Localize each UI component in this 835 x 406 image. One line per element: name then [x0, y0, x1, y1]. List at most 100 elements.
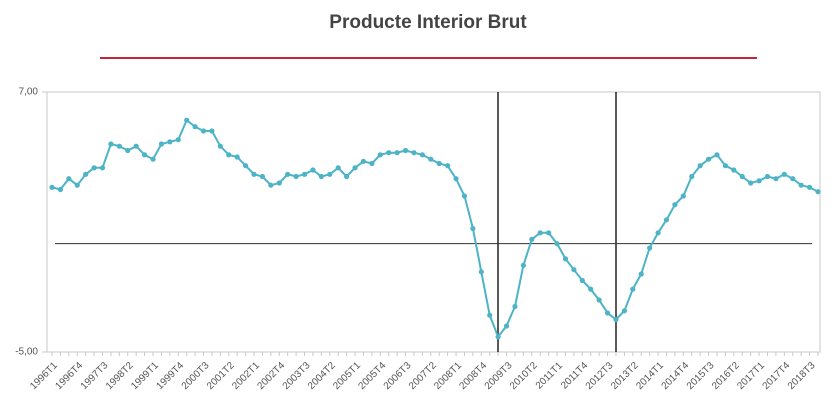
point: [562, 256, 569, 262]
plot-frame: [46, 91, 821, 353]
point: [756, 178, 762, 184]
point: [604, 310, 611, 316]
point: [74, 182, 80, 188]
point: [318, 173, 324, 180]
point: [293, 173, 299, 180]
point: [66, 176, 72, 182]
point: [99, 165, 106, 171]
point: [377, 152, 383, 158]
point: [470, 225, 476, 232]
point: [697, 163, 703, 169]
point: [251, 171, 257, 177]
point: [487, 312, 493, 318]
point: [91, 165, 97, 171]
point: [705, 156, 712, 162]
point: [158, 141, 165, 147]
point: [268, 182, 274, 188]
point: [731, 167, 737, 173]
point: [512, 303, 518, 310]
point: [125, 147, 131, 154]
point: [209, 128, 215, 134]
point: [133, 143, 139, 149]
point: [360, 158, 367, 164]
point: [310, 167, 316, 173]
point: [546, 230, 552, 236]
point: [655, 230, 661, 236]
point: [529, 236, 535, 242]
point: [764, 173, 771, 180]
point: [301, 171, 308, 177]
point: [192, 124, 198, 130]
point: [108, 141, 114, 147]
point: [369, 160, 375, 167]
point: [243, 163, 249, 169]
point: [790, 176, 796, 182]
point: [411, 150, 417, 156]
point: [806, 184, 813, 190]
point: [49, 184, 55, 190]
point: [327, 171, 333, 177]
point: [234, 154, 240, 160]
point: [613, 316, 619, 323]
point: [781, 171, 787, 177]
point: [402, 147, 409, 154]
point: [344, 173, 350, 180]
point: [596, 297, 602, 303]
point: [285, 171, 291, 177]
point: [579, 277, 585, 284]
y-tick-label: 7,00: [19, 87, 39, 98]
point: [554, 241, 560, 247]
point: [200, 128, 207, 134]
point: [680, 193, 686, 199]
point: [663, 217, 670, 223]
point: [386, 150, 392, 156]
point: [428, 156, 434, 162]
point: [815, 189, 821, 195]
point: [647, 245, 653, 251]
point: [335, 165, 341, 171]
point: [630, 286, 636, 292]
y-tick-label: -5,00: [15, 347, 38, 358]
point: [748, 180, 754, 186]
point: [445, 163, 451, 169]
point: [714, 152, 720, 158]
point: [394, 150, 400, 156]
point: [520, 262, 526, 268]
point: [83, 171, 89, 177]
point: [116, 143, 122, 149]
chart-title: Producte Interior Brut: [329, 12, 527, 33]
point: [621, 308, 627, 314]
point: [571, 267, 577, 273]
point: [739, 173, 745, 180]
point: [461, 193, 468, 199]
point: [436, 160, 442, 167]
point: [798, 182, 804, 188]
x-tick-label: 2010T2: [508, 360, 540, 392]
point: [226, 152, 232, 158]
point: [419, 152, 425, 158]
point: [57, 186, 64, 193]
point: [352, 165, 358, 171]
point: [217, 143, 223, 149]
point: [638, 271, 644, 277]
point: [537, 230, 543, 236]
point: [689, 173, 695, 180]
point: [453, 176, 459, 182]
point: [141, 152, 148, 158]
x-tick-label: 2011T1: [534, 360, 566, 392]
point: [495, 334, 501, 340]
point: [722, 163, 729, 169]
point: [167, 139, 173, 145]
series-line: [51, 118, 819, 339]
point: [672, 202, 678, 208]
point: [588, 286, 594, 292]
point: [259, 173, 266, 180]
point: [478, 269, 484, 275]
point: [773, 176, 779, 182]
point: [276, 180, 282, 186]
point: [503, 323, 510, 329]
point: [150, 156, 156, 162]
point: [184, 117, 190, 123]
